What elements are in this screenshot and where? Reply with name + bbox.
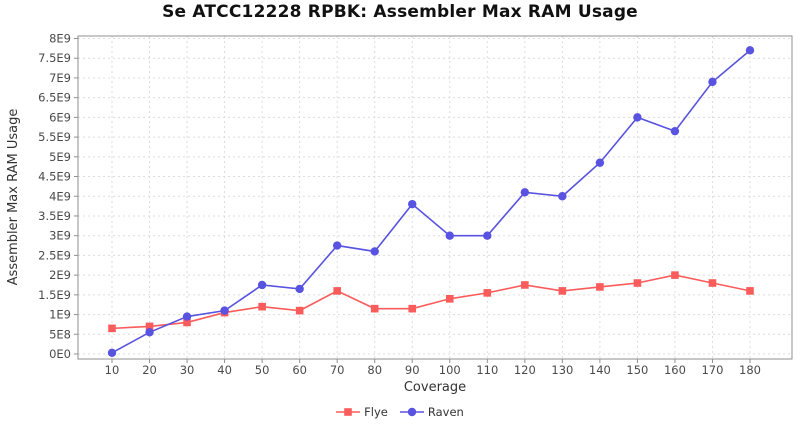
y-tick-label: 6.5E9	[38, 91, 71, 105]
series-line-flye	[111, 274, 751, 330]
marker-raven	[670, 126, 680, 136]
legend-label: Flye	[364, 405, 388, 419]
marker-flye	[408, 304, 417, 313]
x-tick-label: 30	[180, 363, 195, 377]
marker-raven	[633, 113, 642, 122]
x-tick-label: 20	[142, 363, 157, 377]
marker-flye	[483, 289, 492, 297]
flye-legend-marker-icon	[336, 408, 361, 416]
y-tick-label: 7.5E9	[38, 51, 71, 65]
y-tick-label: 4E9	[49, 189, 71, 203]
marker-raven	[558, 192, 567, 201]
y-tick-label: 5E8	[49, 327, 71, 341]
axis-ticks: 10 20 30 40 50 60 70 80 90 100 110 120 130 140 150 160 1…	[38, 32, 761, 378]
marker-flye	[671, 271, 679, 279]
x-tick-label: 90	[405, 363, 420, 377]
y-tick-label: 2.5E9	[38, 248, 71, 262]
y-tick-label: 6E9	[49, 110, 71, 124]
marker-flye	[521, 281, 529, 289]
marker-raven	[445, 231, 454, 240]
marker-raven	[332, 241, 342, 250]
x-tick-label: 130	[551, 363, 573, 377]
x-tick-label: 10	[105, 363, 120, 377]
marker-raven	[520, 188, 530, 197]
chart-title: Se ATCC12228 RPBK: Assembler Max RAM Usa…	[162, 2, 638, 22]
marker-raven	[745, 46, 755, 55]
series-line-raven	[111, 49, 751, 354]
legend-item-flye: Flye	[336, 405, 388, 419]
marker-raven	[370, 247, 379, 256]
x-axis-title: Coverage	[404, 380, 466, 395]
y-tick-label: 3E9	[49, 229, 71, 243]
x-tick-label: 150	[626, 363, 648, 377]
marker-flye	[333, 287, 341, 295]
legend-label: Raven	[427, 405, 464, 419]
marker-flye	[708, 279, 717, 287]
marker-flye	[558, 287, 567, 295]
x-tick-label: 80	[367, 363, 382, 377]
gridlines	[78, 36, 792, 359]
x-tick-label: 70	[330, 363, 345, 377]
x-tick-label: 120	[514, 363, 536, 377]
data-series	[107, 46, 755, 358]
raven-legend-marker-icon	[399, 407, 424, 417]
marker-raven	[257, 280, 267, 290]
marker-flye	[108, 324, 116, 333]
marker-flye	[295, 306, 304, 315]
x-tick-label: 180	[739, 363, 761, 377]
marker-flye	[145, 322, 154, 331]
y-tick-label: 3.5E9	[38, 209, 71, 223]
y-tick-label: 2E9	[49, 268, 71, 282]
marker-raven	[220, 306, 229, 315]
marker-flye	[183, 318, 191, 327]
y-axis-title: Assembler Max RAM Usage	[6, 109, 21, 286]
marker-flye	[258, 302, 266, 311]
x-tick-label: 60	[292, 363, 307, 377]
marker-flye	[633, 279, 642, 287]
marker-raven	[295, 284, 304, 294]
marker-flye	[596, 283, 604, 291]
y-tick-label: 7E9	[49, 71, 71, 85]
marker-flye	[445, 294, 454, 303]
marker-raven	[107, 348, 117, 358]
marker-raven	[145, 328, 154, 337]
y-tick-label: 5E9	[49, 150, 71, 164]
marker-raven	[595, 158, 605, 167]
x-tick-label: 40	[217, 363, 232, 377]
marker-raven	[408, 199, 417, 209]
x-tick-label: 170	[701, 363, 723, 377]
y-tick-label: 8E9	[49, 32, 71, 46]
x-tick-label: 140	[589, 363, 611, 377]
marker-raven	[483, 231, 492, 240]
y-tick-label: 0E0	[49, 347, 71, 361]
x-tick-label: 110	[476, 363, 498, 377]
legend: Flye Raven	[0, 402, 800, 422]
y-tick-label: 5.5E9	[38, 130, 71, 144]
y-tick-label: 1E9	[49, 308, 71, 322]
marker-raven	[708, 77, 717, 87]
marker-raven	[182, 312, 192, 321]
x-tick-label: 160	[664, 363, 686, 377]
legend-item-raven: Raven	[399, 405, 464, 419]
y-tick-label: 1.5E9	[38, 288, 71, 302]
x-tick-label: 100	[439, 363, 461, 377]
plot-frame	[77, 35, 793, 360]
x-tick-label: 50	[255, 363, 270, 377]
marker-flye	[370, 304, 379, 313]
marker-flye	[746, 287, 754, 295]
y-tick-label: 4.5E9	[38, 170, 71, 184]
